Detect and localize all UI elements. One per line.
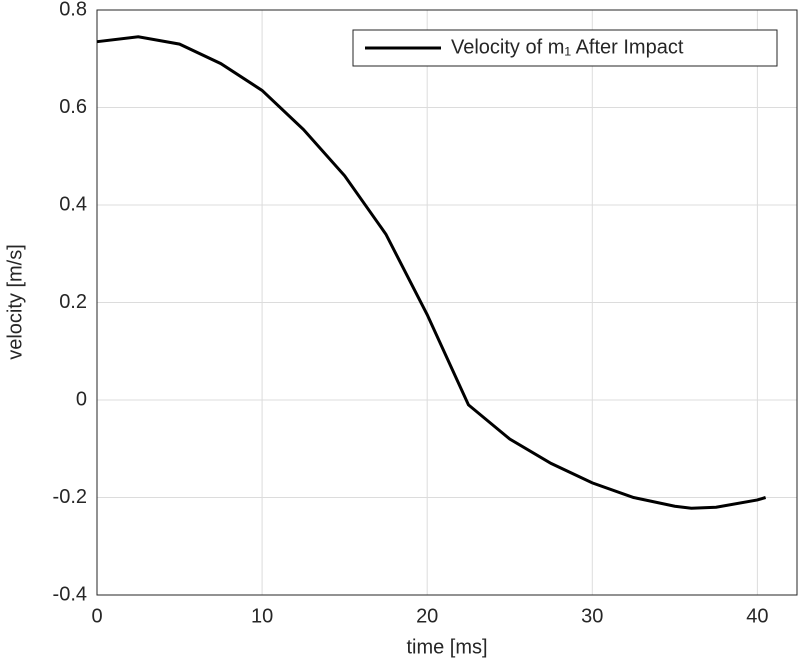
- plot-frame: [96, 9, 798, 596]
- legend-label: Velocity of m₁ After Impact: [451, 36, 684, 58]
- x-axis-label: time [ms]: [406, 636, 487, 658]
- y-tick-label: -0.4: [53, 583, 87, 605]
- y-tick-label: 0.4: [59, 193, 87, 215]
- y-axis-label: velocity [m/s]: [4, 244, 26, 360]
- x-tick-label: 0: [91, 605, 102, 627]
- data-line: [96, 35, 767, 510]
- y-tick-label: 0.2: [59, 291, 87, 313]
- y-tick-label: -0.2: [53, 486, 87, 508]
- y-tick-label: 0: [76, 388, 87, 410]
- x-tick-label: 40: [746, 605, 768, 627]
- x-tick-label: 20: [416, 605, 438, 627]
- x-tick-label: 30: [581, 605, 603, 627]
- y-tick-label: 0.6: [59, 96, 87, 118]
- y-tick-label: 0.8: [59, 0, 87, 20]
- x-tick-label: 10: [251, 605, 273, 627]
